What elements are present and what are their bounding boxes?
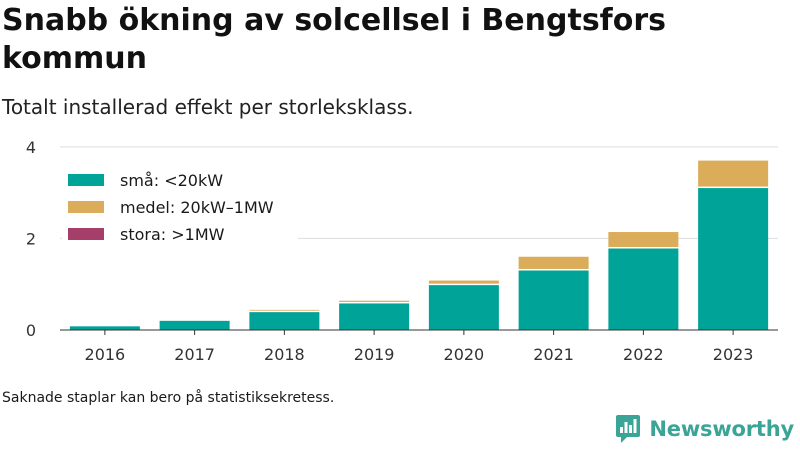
x-tick-label: 2022 <box>623 345 664 364</box>
y-tick-label: 2 <box>26 229 36 248</box>
bar-2023-series-1 <box>698 160 769 187</box>
legend-label: stora: >1MW <box>120 225 225 244</box>
bar-2020-series-1 <box>428 280 499 284</box>
legend: små: <20kW medel: 20kW–1MW stora: >1MW <box>62 167 298 247</box>
bar-2018-series-1 <box>249 309 320 311</box>
legend-label: medel: 20kW–1MW <box>120 198 274 217</box>
bar-2017-series-0 <box>159 320 230 330</box>
x-tick-label: 2021 <box>533 345 574 364</box>
x-tick-label: 2020 <box>444 345 485 364</box>
y-tick-label: 4 <box>26 140 36 157</box>
bar-2021-series-1 <box>518 256 589 269</box>
stacked-bar-chart: 0 2 4 2016 2017 2018 2019 2020 2021 2022 2023 små… <box>26 140 778 364</box>
bar-2019-series-0 <box>339 303 410 330</box>
legend-label: små: <20kW <box>120 171 223 190</box>
x-tick-label: 2023 <box>713 345 754 364</box>
x-tick-label: 2016 <box>85 345 126 364</box>
x-tick-label: 2019 <box>354 345 395 364</box>
bar-2016-series-0 <box>69 326 140 330</box>
x-tick-label: 2018 <box>264 345 305 364</box>
brand-logo: Newsworthy <box>615 414 794 444</box>
x-tick-label: 2017 <box>174 345 215 364</box>
bar-2023-series-0 <box>698 188 769 330</box>
bar-2019-series-1 <box>339 300 410 302</box>
bar-2018-series-0 <box>249 312 320 330</box>
bar-2022-series-0 <box>608 248 679 330</box>
legend-swatch <box>68 228 104 240</box>
brand-name: Newsworthy <box>649 417 794 441</box>
y-axis: 0 2 4 <box>26 140 36 340</box>
y-tick-label: 0 <box>26 321 36 340</box>
bar-2020-series-0 <box>428 285 499 330</box>
bars <box>69 160 769 330</box>
legend-swatch <box>68 174 104 186</box>
footnote: Saknade staplar kan bero på statistiksek… <box>2 390 335 406</box>
x-axis: 2016 2017 2018 2019 2020 2021 2022 2023 <box>60 329 778 364</box>
bar-2022-series-1 <box>608 232 679 248</box>
legend-swatch <box>68 201 104 213</box>
bar-2021-series-0 <box>518 270 589 330</box>
newsworthy-logo-icon <box>616 415 641 443</box>
chart-subtitle: Totalt installerad effekt per storlekskl… <box>2 95 414 119</box>
chart-title: Snabb ökning av solcellsel i Bengtsfors … <box>2 3 666 76</box>
